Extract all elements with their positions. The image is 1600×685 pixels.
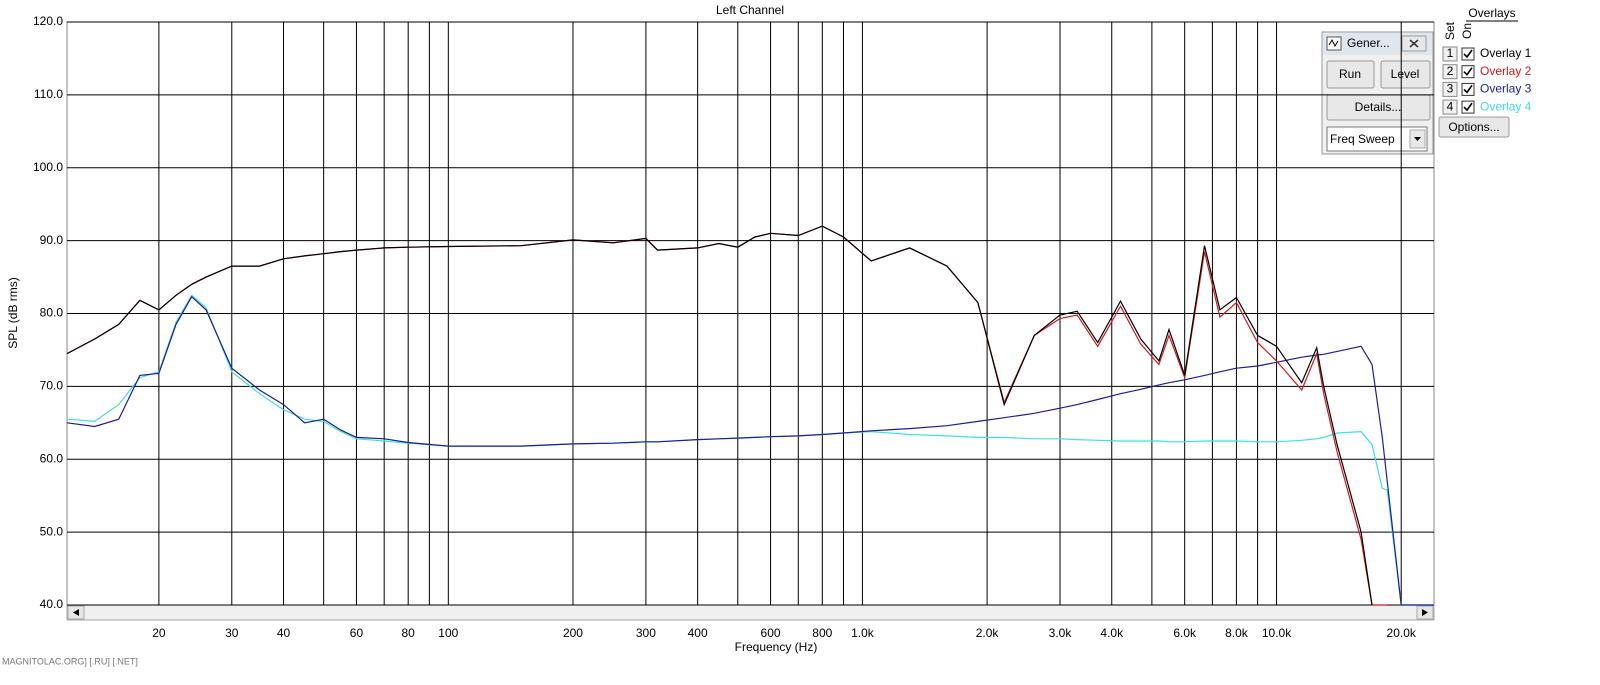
set-header: Set [1443,21,1457,40]
y-tick-label: 110.0 [34,87,63,101]
x-tick-label: 300 [636,626,656,640]
legend-label: Overlay 2 [1480,64,1532,78]
x-tick-label: 20 [152,626,166,640]
legend-label: Overlay 3 [1480,82,1532,96]
y-tick-label: 80.0 [40,306,64,320]
scroll-track [66,604,1435,621]
grid [67,21,1434,606]
dropdown-label: Freq Sweep [1330,132,1395,146]
overlay-title: Overlays [1468,6,1515,20]
level-button[interactable] [1380,60,1431,89]
set-number-box[interactable] [1442,46,1458,62]
arrow-icon [1422,609,1428,616]
y-tick-label: 90.0 [40,233,64,247]
x-tick-label: 400 [688,626,708,640]
options-button[interactable] [1438,116,1510,138]
set-number-box[interactable] [1442,81,1458,97]
button-label: Run [1339,67,1361,81]
legend-label: Overlay 1 [1480,46,1532,60]
checkbox[interactable] [1461,100,1475,114]
checkmark [1463,49,1473,59]
y-tick-label: 40.0 [40,597,64,611]
x-tick-label: 80 [402,626,416,640]
dialog-title: Gener... [1347,36,1390,50]
x-tick-label: 3.0k [1049,626,1073,640]
on-header: On [1460,23,1474,39]
overlay-panel: Overlays Set On Options... 1 Overlay 1 2 Ov… [1438,6,1532,138]
x-tick-label: 100 [438,626,458,640]
button-label: Details... [1355,100,1402,114]
y-tick-label: 100.0 [33,160,63,174]
x-tick-label: 800 [812,626,832,640]
checkbox[interactable] [1461,82,1475,96]
legend-label: Overlay 4 [1480,99,1532,113]
set-number: 4 [1447,99,1454,113]
run-button[interactable] [1326,60,1375,89]
set-number: 1 [1447,46,1454,60]
y-tick-label: 70.0 [40,379,64,393]
x-tick-label: 60 [350,626,364,640]
checkmark [1463,84,1473,94]
set-number: 3 [1447,82,1454,96]
y-tick-label: 120.0 [33,14,63,28]
arrow-icon [73,609,79,616]
set-number: 2 [1447,64,1454,78]
series-line [66,225,1373,606]
x-tick-label: 4.0k [1100,626,1124,640]
button-label: Options... [1448,120,1499,134]
checkbox[interactable] [1461,47,1475,61]
close-icon [1409,39,1419,48]
x-tick-label: 1.0k [851,626,875,640]
y-tick-label: 60.0 [40,451,64,465]
x-tick-label: 40 [277,626,291,640]
set-number-box[interactable] [1442,64,1458,80]
x-tick-label: 10.0k [1262,626,1292,640]
x-axis-label: Frequency (Hz) [735,640,818,654]
checkmark [1463,102,1473,112]
x-tick-label: 20.0k [1387,626,1417,640]
checkmark [1463,67,1473,76]
x-tick-label: 200 [563,626,583,640]
y-axis-label: SPL (dB rms) [6,277,20,349]
button-label: Level [1391,67,1420,81]
chart-title: Left Channel [716,3,784,17]
x-tick-label: 600 [761,626,781,640]
watermark: MAGNITOLAC.ORG] [.RU] [.NET] [2,656,138,666]
scrollbar[interactable] [66,604,1435,621]
x-tick-label: 30 [225,626,239,640]
x-tick-label: 6.0k [1173,626,1197,640]
series-line [66,295,1434,606]
dropdown-arrow [1414,137,1421,141]
dialog-icon-wave [1328,38,1339,48]
x-tick-label: 2.0k [976,626,1000,640]
checkbox[interactable] [1461,65,1475,79]
x-tick-label: 8.0k [1225,626,1249,640]
generator-dialog: Gener... Run Level Details... Freq Sweep [1321,31,1434,155]
set-number-box[interactable] [1442,99,1458,115]
y-tick-label: 50.0 [40,524,64,538]
